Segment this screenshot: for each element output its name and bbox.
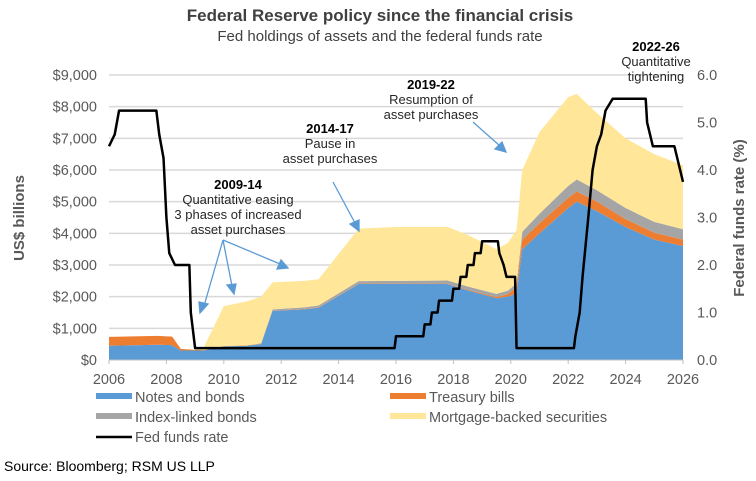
fed-funds-rate-line	[107, 97, 685, 350]
annotation-text: Pause in	[305, 136, 356, 151]
legend-swatch-mortgage-backed-securities	[390, 413, 426, 419]
x-tick-label: 2018	[437, 372, 469, 388]
annotation-text: 3 phases of increased	[174, 207, 301, 222]
annotation-text: tightening	[628, 69, 684, 84]
annotation-2014-17: 2014-17 Pause in asset purchases	[283, 121, 378, 166]
annotation-2009-14: 2009-14 Quantitative easing 3 phases of …	[174, 177, 301, 237]
y2-tick-label: 1.0	[697, 306, 717, 322]
area-notes-and-bonds	[109, 201, 683, 360]
y-tick-label: $0	[81, 353, 97, 369]
legend-label-notes-and-bonds: Notes and bonds	[135, 390, 245, 406]
y-tick-label: $1,000	[53, 321, 97, 337]
x-tick-label: 2006	[93, 372, 125, 388]
x-tick-label: 2020	[495, 372, 527, 388]
annotation-text: Quantitative easing	[182, 192, 293, 207]
y-tick-label: $8,000	[53, 100, 97, 116]
arrow-head	[275, 258, 290, 270]
y-tick-label: $3,000	[53, 258, 97, 274]
arrow	[222, 239, 281, 265]
y-tick-label: $5,000	[53, 195, 97, 211]
arrow-head	[225, 283, 237, 296]
annotation-2019-22: 2019-22 Resumption of asset purchases	[384, 77, 479, 122]
fed-funds-line	[107, 97, 685, 350]
annotation-year: 2009-14	[214, 177, 262, 192]
y-axis-title: US$ billions	[11, 175, 28, 261]
x-tick-label: 2026	[667, 372, 699, 388]
x-tick-label: 2016	[380, 372, 412, 388]
legend-swatch-index-linked-bonds	[96, 413, 132, 419]
y-tick-label: $9,000	[53, 68, 97, 84]
annotation-text: asset purchases	[283, 151, 378, 166]
y2-tick-label: 0.0	[697, 353, 717, 369]
annotation-arrows	[198, 121, 508, 315]
annotation-year: 2014-17	[306, 121, 354, 136]
x-tick-label: 2024	[609, 372, 641, 388]
legend-label-mortgage-backed-securities: Mortgage-backed securities	[429, 410, 607, 426]
y2-axis-title: Federal funds rate (%)	[731, 139, 748, 297]
source-note: Source: Bloomberg; RSM US LLP	[4, 458, 215, 474]
annotation-text: asset purchases	[384, 107, 479, 122]
legend-label-fed-funds-rate: Fed funds rate	[135, 430, 229, 446]
annotation-year: 2019-22	[407, 77, 455, 92]
y-tick-label: $6,000	[53, 163, 97, 179]
legend-swatch-treasury-bills	[390, 393, 426, 399]
annotation-2022-26: 2022-26 Quantitative tightening	[621, 39, 690, 84]
axes: $0 $1,000 $2,000 $3,000 $4,000 $5,000 $6,000 $7…	[53, 68, 718, 388]
chart-title: Federal Reserve policy since the financi…	[187, 6, 573, 25]
arrow	[203, 239, 224, 307]
arrow-head	[198, 301, 210, 315]
x-tick-label: 2014	[322, 372, 354, 388]
legend-label-treasury-bills: Treasury bills	[429, 390, 515, 406]
y2-tick-label: 5.0	[697, 116, 717, 132]
arrow-head	[493, 140, 508, 153]
area-treasury-bills	[109, 191, 683, 351]
area-mortgage-backed-securities	[109, 94, 683, 351]
y2-tick-label: 4.0	[697, 163, 717, 179]
stacked-areas	[109, 94, 683, 360]
legend: Notes and bonds Treasury bills Index-linke…	[96, 390, 607, 446]
arrow	[222, 239, 233, 287]
area-index-linked-bonds	[109, 179, 683, 351]
annotation-text: Resumption of	[389, 92, 473, 107]
arrow	[332, 181, 356, 224]
legend-label-index-linked-bonds: Index-linked bonds	[135, 410, 257, 426]
y-tick-label: $2,000	[53, 290, 97, 306]
y2-tick-label: 3.0	[697, 211, 717, 227]
y-tick-label: $4,000	[53, 226, 97, 242]
arrow-head	[348, 218, 360, 233]
chart-subtitle: Fed holdings of assets and the federal f…	[217, 28, 542, 45]
x-tick-label: 2008	[150, 372, 182, 388]
arrow	[472, 121, 501, 147]
y-tick-label: $7,000	[53, 131, 97, 147]
y2-tick-label: 2.0	[697, 258, 717, 274]
gridlines	[109, 74, 683, 330]
legend-swatch-notes-and-bonds	[96, 393, 132, 399]
x-tick-label: 2012	[265, 372, 297, 388]
y2-tick-label: 6.0	[697, 68, 717, 84]
annotation-text: Quantitative	[621, 54, 690, 69]
x-tick-label: 2010	[208, 372, 240, 388]
annotation-year: 2022-26	[632, 39, 680, 54]
annotation-text: asset purchases	[191, 222, 286, 237]
x-tick-label: 2022	[552, 372, 584, 388]
